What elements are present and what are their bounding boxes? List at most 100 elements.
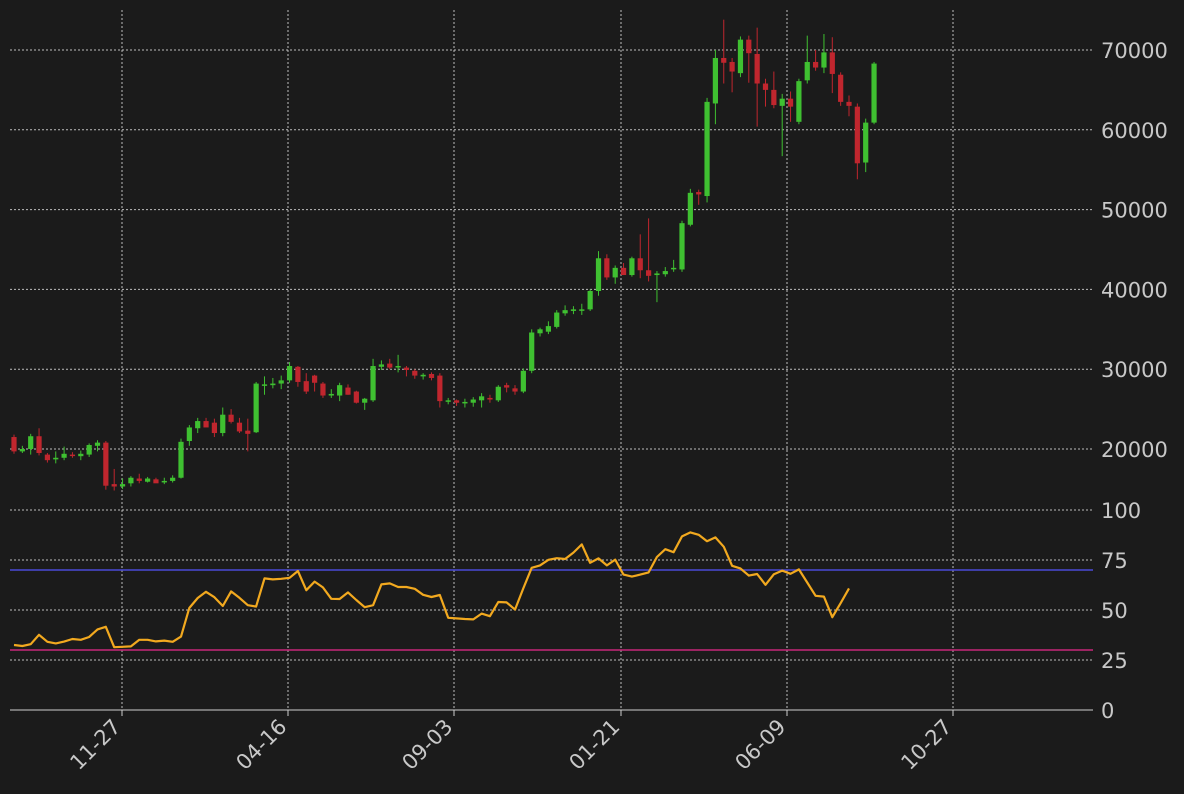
candle [821, 34, 827, 74]
candle [696, 189, 702, 205]
candle-body [353, 391, 359, 403]
candle-body [646, 270, 652, 276]
candle-body [11, 437, 17, 452]
price-tick-label: 40000 [1101, 278, 1168, 302]
candle-body [754, 53, 760, 84]
candle-body [595, 258, 602, 291]
candle [403, 366, 410, 377]
candle-body [504, 385, 510, 388]
candle [846, 95, 852, 117]
candle [328, 389, 334, 398]
candle [704, 97, 710, 203]
candle-body [337, 385, 343, 396]
candle-body [787, 98, 794, 107]
candle [871, 61, 877, 125]
candle [479, 393, 485, 408]
candle [253, 381, 259, 434]
candle-body [103, 442, 109, 486]
candle [854, 103, 860, 180]
candle-body [453, 400, 460, 403]
candle-body [136, 478, 142, 481]
candle-body [161, 480, 167, 483]
reference-lines [10, 569, 1093, 651]
candle [679, 220, 685, 272]
candle-body [854, 106, 860, 164]
candle-body [370, 366, 376, 401]
candle-body [637, 258, 643, 271]
candle-body [437, 375, 443, 402]
candle [537, 327, 543, 337]
candle-body [487, 397, 493, 400]
candle-body [345, 387, 351, 395]
price-tick-label: 60000 [1101, 119, 1168, 143]
candle-body [821, 52, 827, 68]
rsi-panel [13, 531, 850, 649]
candle-body [78, 453, 84, 457]
candle-body [320, 383, 326, 396]
candle-body [28, 436, 34, 449]
candle [412, 369, 418, 379]
candle [495, 385, 501, 402]
candle-body [412, 370, 418, 376]
candle-body [804, 61, 810, 81]
rsi-tick-label: 75 [1101, 549, 1128, 573]
candle [771, 71, 777, 109]
candle [804, 35, 810, 84]
candle [170, 475, 176, 483]
candle [512, 385, 518, 395]
candle [69, 452, 76, 458]
candle-body [36, 436, 42, 453]
candle-body [170, 477, 176, 481]
candle [36, 428, 42, 456]
candle-body [428, 373, 435, 378]
candle-body [470, 399, 476, 403]
candle [762, 78, 769, 107]
candle-body [61, 453, 67, 458]
candle [278, 375, 284, 390]
candle-body [838, 74, 844, 102]
candle [220, 407, 226, 437]
rsi-line [13, 531, 850, 649]
candle [270, 377, 276, 389]
candle [595, 251, 602, 296]
candle [545, 321, 551, 335]
candle-body [395, 366, 401, 368]
candle-body [128, 477, 134, 484]
candle [712, 50, 718, 125]
candle [78, 450, 84, 461]
candle [529, 329, 535, 374]
candle [437, 373, 443, 408]
candle-body [654, 273, 660, 276]
rsi-tick-label: 0 [1101, 699, 1114, 723]
candle-body [270, 383, 276, 386]
candle [838, 72, 844, 106]
candle [11, 434, 17, 454]
candle-body [220, 414, 226, 434]
candle-body [145, 478, 151, 482]
candle [687, 188, 693, 227]
candle [236, 417, 243, 434]
candle [153, 477, 159, 484]
candle [637, 234, 643, 279]
candle-body [236, 422, 243, 432]
candle-body [846, 101, 852, 106]
candle [462, 398, 468, 408]
candle-body [286, 366, 293, 381]
candle-body [512, 388, 518, 392]
candle [737, 36, 744, 78]
candle [470, 397, 476, 407]
candle [570, 306, 577, 315]
candle [119, 478, 126, 489]
candle [579, 303, 585, 315]
candle [829, 37, 835, 94]
candle-body [19, 449, 25, 452]
candle [629, 256, 635, 277]
candle-body [362, 398, 368, 403]
candle-body [554, 312, 560, 327]
candle [729, 57, 735, 93]
candle [161, 477, 167, 485]
candle-body [696, 192, 702, 195]
candle [504, 382, 510, 393]
candle [420, 373, 426, 380]
